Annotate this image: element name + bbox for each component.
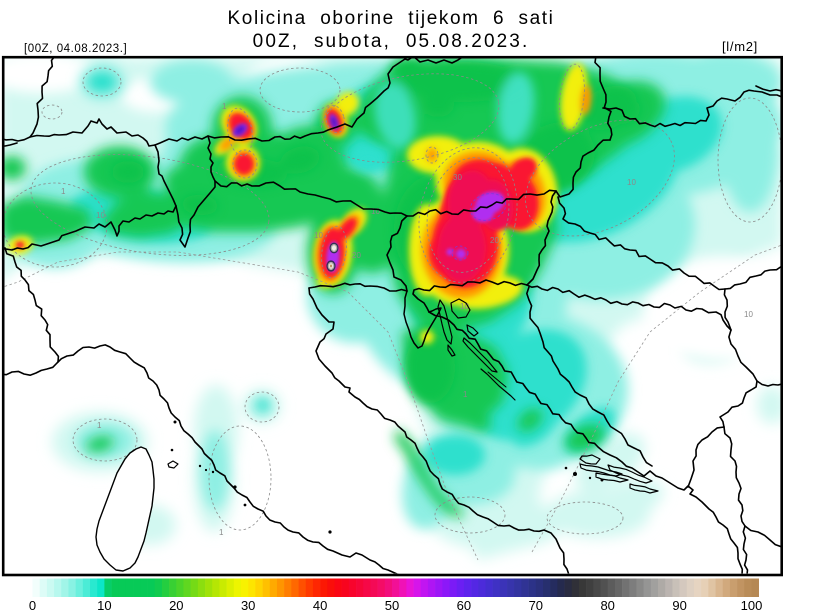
svg-text:20: 20 bbox=[490, 236, 499, 245]
svg-text:0: 0 bbox=[29, 598, 36, 613]
svg-text:1: 1 bbox=[97, 421, 102, 430]
svg-text:30: 30 bbox=[453, 173, 462, 182]
svg-text:70: 70 bbox=[529, 598, 543, 613]
svg-text:10: 10 bbox=[627, 178, 636, 187]
svg-text:80: 80 bbox=[600, 598, 614, 613]
svg-text:10: 10 bbox=[371, 207, 380, 216]
svg-text:00Z, subota, 05.08.2023.: 00Z, subota, 05.08.2023. bbox=[253, 31, 530, 52]
svg-text:60: 60 bbox=[457, 598, 471, 613]
svg-text:10: 10 bbox=[96, 211, 105, 220]
svg-text:100: 100 bbox=[741, 598, 763, 613]
svg-text:10: 10 bbox=[314, 231, 323, 240]
svg-text:Kolicina oborine tijekom 6 sat: Kolicina oborine tijekom 6 sati bbox=[228, 8, 555, 29]
svg-text:10: 10 bbox=[97, 598, 111, 613]
svg-text:1: 1 bbox=[222, 102, 227, 111]
svg-text:20: 20 bbox=[352, 251, 361, 260]
svg-text:20: 20 bbox=[169, 598, 183, 613]
svg-text:1: 1 bbox=[463, 390, 468, 399]
svg-text:[00Z, 04.08.2023.]: [00Z, 04.08.2023.] bbox=[24, 43, 127, 55]
svg-text:50: 50 bbox=[385, 598, 399, 613]
svg-text:10: 10 bbox=[744, 310, 753, 319]
svg-text:10: 10 bbox=[460, 302, 469, 311]
svg-text:40: 40 bbox=[313, 598, 327, 613]
svg-text:[l/m2]: [l/m2] bbox=[722, 39, 758, 54]
svg-text:1: 1 bbox=[61, 187, 66, 196]
svg-text:1: 1 bbox=[219, 528, 224, 537]
svg-text:90: 90 bbox=[672, 598, 686, 613]
svg-text:30: 30 bbox=[241, 598, 255, 613]
